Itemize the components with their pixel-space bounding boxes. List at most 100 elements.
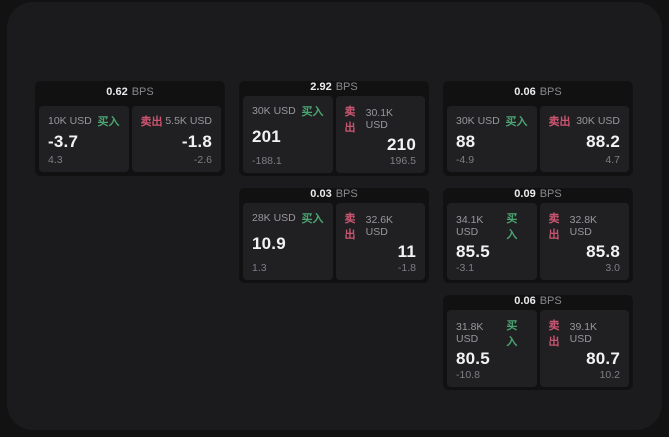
sell-price: 88.2 bbox=[586, 131, 620, 151]
bps-unit: BPS bbox=[335, 188, 358, 200]
buy-label: 买入 bbox=[97, 116, 120, 128]
quote-card: 0.09 BPS 34.1K USD 买入 85.5 -3.1 卖出 32.8K… bbox=[443, 188, 633, 283]
sell-delta: -2.6 bbox=[193, 154, 212, 166]
sell-amount: 32.6K USD bbox=[365, 214, 394, 238]
sell-amount: 30.1K USD bbox=[365, 107, 394, 131]
sell-label: 卖出 bbox=[344, 106, 356, 134]
card-body: 30K USD 买入 88 -4.9 卖出 30K USD 88.2 4.7 bbox=[447, 106, 629, 172]
buy-top-row: 31.8K USD 买入 bbox=[456, 317, 528, 349]
sell-label: 卖出 bbox=[344, 213, 356, 241]
sell-top-row: 卖出 30.1K USD bbox=[345, 103, 417, 135]
bps-value: 0.03 bbox=[310, 188, 332, 200]
buy-price: 88 bbox=[456, 131, 476, 151]
quote-card: 0.06 BPS 30K USD 买入 88 -4.9 卖出 30K USD 8… bbox=[443, 81, 633, 176]
sell-label: 卖出 bbox=[548, 116, 571, 128]
sell-amount: 30K USD bbox=[576, 115, 620, 127]
card-body: 34.1K USD 买入 85.5 -3.1 卖出 32.8K USD 85.8… bbox=[447, 203, 629, 280]
app-panel: 0.62 BPS 10K USD 买入 -3.7 4.3 卖出 5.5K USD… bbox=[7, 2, 662, 430]
card-header: 0.09 BPS bbox=[443, 188, 633, 200]
sell-delta: 196.5 bbox=[389, 155, 416, 167]
buy-panel[interactable]: 10K USD 买入 -3.7 4.3 bbox=[39, 106, 129, 172]
buy-panel[interactable]: 28K USD 买入 10.9 1.3 bbox=[243, 203, 333, 280]
bps-value: 0.06 bbox=[514, 86, 536, 98]
buy-delta: -188.1 bbox=[252, 155, 282, 167]
buy-top-row: 10K USD 买入 bbox=[48, 113, 120, 129]
buy-label: 买入 bbox=[505, 116, 528, 128]
buy-amount: 28K USD bbox=[252, 212, 296, 224]
buy-amount: 30K USD bbox=[252, 105, 296, 117]
sell-amount: 5.5K USD bbox=[165, 115, 212, 127]
bps-value: 0.09 bbox=[514, 188, 536, 200]
card-header: 0.03 BPS bbox=[239, 188, 429, 200]
buy-panel[interactable]: 31.8K USD 买入 80.5 -10.8 bbox=[447, 310, 537, 387]
buy-amount: 34.1K USD bbox=[456, 214, 484, 238]
bps-value: 2.92 bbox=[310, 81, 332, 93]
buy-top-row: 34.1K USD 买入 bbox=[456, 210, 528, 242]
card-header: 0.62 BPS bbox=[35, 81, 225, 103]
buy-panel[interactable]: 30K USD 买入 201 -188.1 bbox=[243, 96, 333, 173]
buy-panel[interactable]: 30K USD 买入 88 -4.9 bbox=[447, 106, 537, 172]
bps-unit: BPS bbox=[539, 86, 562, 98]
sell-price: -1.8 bbox=[181, 131, 212, 151]
buy-panel[interactable]: 34.1K USD 买入 85.5 -3.1 bbox=[447, 203, 537, 280]
buy-delta: 1.3 bbox=[252, 262, 267, 274]
buy-price: 201 bbox=[252, 127, 281, 146]
sell-panel[interactable]: 卖出 5.5K USD -1.8 -2.6 bbox=[131, 106, 221, 172]
quote-card: 0.62 BPS 10K USD 买入 -3.7 4.3 卖出 5.5K USD… bbox=[35, 81, 225, 176]
sell-amount: 39.1K USD bbox=[569, 321, 598, 345]
bps-value: 0.06 bbox=[514, 295, 536, 307]
buy-label: 买入 bbox=[506, 320, 518, 348]
sell-panel[interactable]: 卖出 30.1K USD 210 196.5 bbox=[335, 96, 425, 173]
buy-delta: -3.1 bbox=[456, 262, 475, 274]
quote-card: 0.03 BPS 28K USD 买入 10.9 1.3 卖出 32.6K US… bbox=[239, 188, 429, 283]
buy-delta: 4.3 bbox=[48, 154, 63, 166]
sell-panel[interactable]: 卖出 32.8K USD 85.8 3.0 bbox=[539, 203, 629, 280]
buy-amount: 30K USD bbox=[456, 115, 500, 127]
buy-delta: -10.8 bbox=[456, 369, 480, 381]
bps-unit: BPS bbox=[335, 81, 358, 93]
sell-panel[interactable]: 卖出 32.6K USD 11 -1.8 bbox=[335, 203, 425, 280]
sell-top-row: 卖出 32.8K USD bbox=[549, 210, 621, 242]
sell-top-row: 卖出 5.5K USD bbox=[141, 113, 213, 129]
buy-price: -3.7 bbox=[48, 131, 79, 151]
sell-price: 85.8 bbox=[586, 242, 620, 261]
bps-unit: BPS bbox=[539, 188, 562, 200]
sell-label: 卖出 bbox=[548, 320, 560, 348]
card-body: 31.8K USD 买入 80.5 -10.8 卖出 39.1K USD 80.… bbox=[447, 310, 629, 387]
buy-price: 80.5 bbox=[456, 349, 490, 368]
buy-amount: 31.8K USD bbox=[456, 321, 484, 345]
card-body: 10K USD 买入 -3.7 4.3 卖出 5.5K USD -1.8 -2.… bbox=[39, 106, 221, 172]
card-body: 30K USD 买入 201 -188.1 卖出 30.1K USD 210 1… bbox=[243, 96, 425, 173]
card-header: 0.06 BPS bbox=[443, 81, 633, 103]
sell-top-row: 卖出 30K USD bbox=[549, 113, 621, 129]
buy-label: 买入 bbox=[301, 106, 324, 118]
quote-card: 2.92 BPS 30K USD 买入 201 -188.1 卖出 30.1K … bbox=[239, 81, 429, 176]
sell-panel[interactable]: 卖出 39.1K USD 80.7 10.2 bbox=[539, 310, 629, 387]
bps-value: 0.62 bbox=[106, 86, 128, 98]
cards-grid: 0.62 BPS 10K USD 买入 -3.7 4.3 卖出 5.5K USD… bbox=[35, 81, 633, 390]
buy-label: 买入 bbox=[506, 213, 518, 241]
bps-unit: BPS bbox=[539, 295, 562, 307]
sell-delta: 3.0 bbox=[605, 262, 620, 274]
buy-top-row: 30K USD 买入 bbox=[456, 113, 528, 129]
buy-label: 买入 bbox=[301, 213, 324, 225]
buy-top-row: 30K USD 买入 bbox=[252, 103, 324, 119]
sell-amount: 32.8K USD bbox=[569, 214, 598, 238]
buy-price: 85.5 bbox=[456, 242, 490, 261]
sell-label: 卖出 bbox=[548, 213, 560, 241]
sell-top-row: 卖出 32.6K USD bbox=[345, 210, 417, 242]
card-header: 0.06 BPS bbox=[443, 295, 633, 307]
sell-top-row: 卖出 39.1K USD bbox=[549, 317, 621, 349]
buy-amount: 10K USD bbox=[48, 115, 92, 127]
sell-panel[interactable]: 卖出 30K USD 88.2 4.7 bbox=[539, 106, 629, 172]
buy-delta: -4.9 bbox=[456, 154, 475, 166]
buy-price: 10.9 bbox=[252, 234, 286, 253]
sell-price: 11 bbox=[397, 242, 416, 261]
sell-delta: -1.8 bbox=[397, 262, 416, 274]
buy-top-row: 28K USD 买入 bbox=[252, 210, 324, 226]
sell-delta: 4.7 bbox=[605, 154, 620, 166]
sell-delta: 10.2 bbox=[599, 369, 620, 381]
card-header: 2.92 BPS bbox=[239, 81, 429, 93]
sell-price: 80.7 bbox=[586, 349, 620, 368]
sell-price: 210 bbox=[387, 135, 416, 154]
